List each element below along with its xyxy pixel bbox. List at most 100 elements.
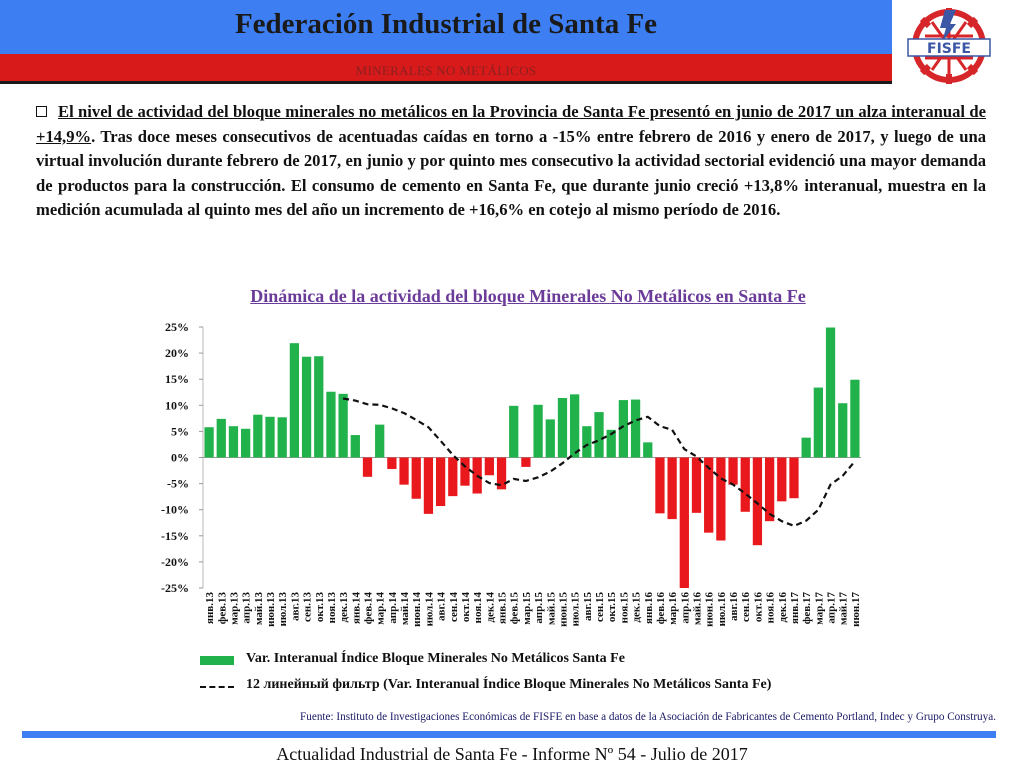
y-tick-label: 5% bbox=[171, 424, 189, 438]
x-tick-label: янв.16 bbox=[643, 592, 655, 624]
bar bbox=[691, 457, 702, 513]
bar bbox=[557, 397, 568, 458]
x-tick-label: авг.15 bbox=[582, 592, 594, 621]
x-tick-label: мар.17 bbox=[813, 592, 825, 625]
y-tick-label: -25% bbox=[161, 581, 189, 595]
x-tick-label: май.17 bbox=[838, 592, 850, 626]
x-tick-label: май.16 bbox=[692, 592, 704, 626]
x-tick-label: фев.17 bbox=[801, 592, 813, 625]
x-tick-label: апр.14 bbox=[387, 592, 399, 624]
bar bbox=[838, 403, 848, 458]
bar bbox=[825, 327, 836, 458]
x-tick-label: окт.14 bbox=[460, 592, 472, 623]
bar bbox=[399, 457, 409, 485]
source-note: Fuente: Instituto de Investigaciones Eco… bbox=[300, 711, 996, 723]
x-tick-label: сен.13 bbox=[302, 592, 314, 622]
bar bbox=[204, 427, 214, 458]
bar bbox=[764, 457, 775, 522]
bar bbox=[265, 416, 275, 458]
summary-highlight: El nivel de actividad del bloque mineral… bbox=[36, 102, 986, 146]
bar bbox=[606, 429, 616, 458]
bar bbox=[338, 393, 348, 458]
x-tick-label: июн.14 bbox=[411, 592, 423, 627]
bar bbox=[850, 379, 860, 458]
y-tick-label: -20% bbox=[161, 555, 189, 569]
bar bbox=[496, 457, 507, 490]
y-tick-label: 0% bbox=[171, 451, 189, 465]
x-tick-label: дек.15 bbox=[631, 592, 643, 623]
bar bbox=[460, 457, 470, 486]
bar bbox=[752, 457, 763, 546]
x-tick-label: июн.16 bbox=[704, 592, 716, 627]
page-title: Federación Industrial de Santa Fe bbox=[234, 8, 658, 40]
x-tick-label: сен.15 bbox=[594, 592, 606, 622]
chart-title: Dinámica de la actividad del bloque Mine… bbox=[250, 286, 806, 306]
x-tick-label: май.15 bbox=[545, 592, 557, 626]
bar bbox=[301, 356, 312, 458]
x-tick-label: окт.16 bbox=[752, 592, 764, 623]
y-tick-label: 20% bbox=[165, 346, 189, 360]
bar bbox=[728, 457, 738, 485]
bar bbox=[253, 414, 263, 458]
x-tick-label: мар.15 bbox=[521, 592, 533, 625]
x-tick-label: окт.13 bbox=[314, 592, 326, 623]
x-tick-label: апр.13 bbox=[241, 592, 253, 624]
x-tick-label: дек.13 bbox=[338, 592, 350, 623]
y-tick-label: 25% bbox=[165, 320, 189, 334]
x-tick-label: апр.17 bbox=[826, 592, 838, 624]
x-tick-label: янв.14 bbox=[350, 592, 362, 624]
bar bbox=[716, 457, 726, 541]
bar bbox=[679, 457, 689, 588]
bar bbox=[241, 428, 251, 458]
trend-line bbox=[342, 397, 856, 528]
summary-body: . Tras doce meses consecutivos de acentu… bbox=[36, 126, 986, 220]
x-tick-label: окт.15 bbox=[606, 592, 618, 623]
bar bbox=[582, 426, 592, 458]
bar bbox=[630, 399, 641, 458]
x-tick-label: фев.16 bbox=[655, 592, 667, 625]
x-axis-labels: янв.13 фев.13 мар.13 апр.13 май.13 июн.13 июл.… bbox=[204, 592, 862, 627]
x-tick-label: июл.15 bbox=[570, 592, 582, 627]
x-tick-label: июн.13 bbox=[265, 592, 277, 627]
bar bbox=[813, 387, 823, 458]
bar bbox=[362, 457, 373, 477]
footer-text: Actualidad Industrial de Santa Fe - Info… bbox=[276, 744, 748, 764]
bar bbox=[655, 457, 665, 514]
bar bbox=[801, 437, 811, 458]
bar bbox=[545, 419, 555, 458]
x-tick-label: июл.13 bbox=[277, 592, 289, 627]
checkbox-bullet-icon bbox=[36, 106, 47, 117]
x-tick-label: дек.14 bbox=[484, 592, 496, 623]
header-blue-band bbox=[0, 0, 892, 54]
x-tick-label: сен.16 bbox=[740, 592, 752, 622]
x-tick-label: ноя.16 bbox=[765, 592, 777, 624]
y-tick-label: -10% bbox=[161, 503, 189, 517]
bar bbox=[289, 343, 300, 458]
bar bbox=[448, 457, 458, 497]
footer-bar bbox=[22, 731, 996, 738]
section-subtitle: MINERALES NO METÁLICOS bbox=[355, 63, 537, 78]
bar bbox=[350, 435, 360, 458]
legend-bar-label: Var. Interanual Índice Bloque Minerales … bbox=[246, 651, 625, 666]
bar bbox=[435, 457, 446, 507]
x-tick-label: фев.13 bbox=[216, 592, 228, 625]
y-tick-label: 10% bbox=[165, 398, 189, 412]
logo-text: FISFE bbox=[927, 41, 971, 57]
x-tick-label: июн.17 bbox=[850, 592, 862, 627]
legend-bar-swatch bbox=[200, 656, 234, 665]
x-tick-label: апр.15 bbox=[533, 592, 545, 624]
bar bbox=[667, 457, 677, 520]
bar bbox=[618, 400, 629, 458]
x-tick-label: мар.16 bbox=[667, 592, 679, 625]
y-tick-label: -5% bbox=[167, 477, 189, 491]
x-tick-label: ноя.13 bbox=[326, 592, 338, 624]
bar bbox=[643, 442, 653, 458]
x-tick-label: июн.15 bbox=[557, 592, 569, 627]
bar bbox=[228, 426, 239, 458]
bar bbox=[740, 457, 750, 512]
x-tick-label: ноя.15 bbox=[618, 592, 630, 624]
x-tick-label: янв.17 bbox=[789, 592, 801, 624]
legend-line-swatch bbox=[200, 686, 234, 688]
summary-paragraph: El nivel de actividad del bloque mineral… bbox=[36, 100, 986, 223]
x-tick-label: дек.16 bbox=[777, 592, 789, 623]
